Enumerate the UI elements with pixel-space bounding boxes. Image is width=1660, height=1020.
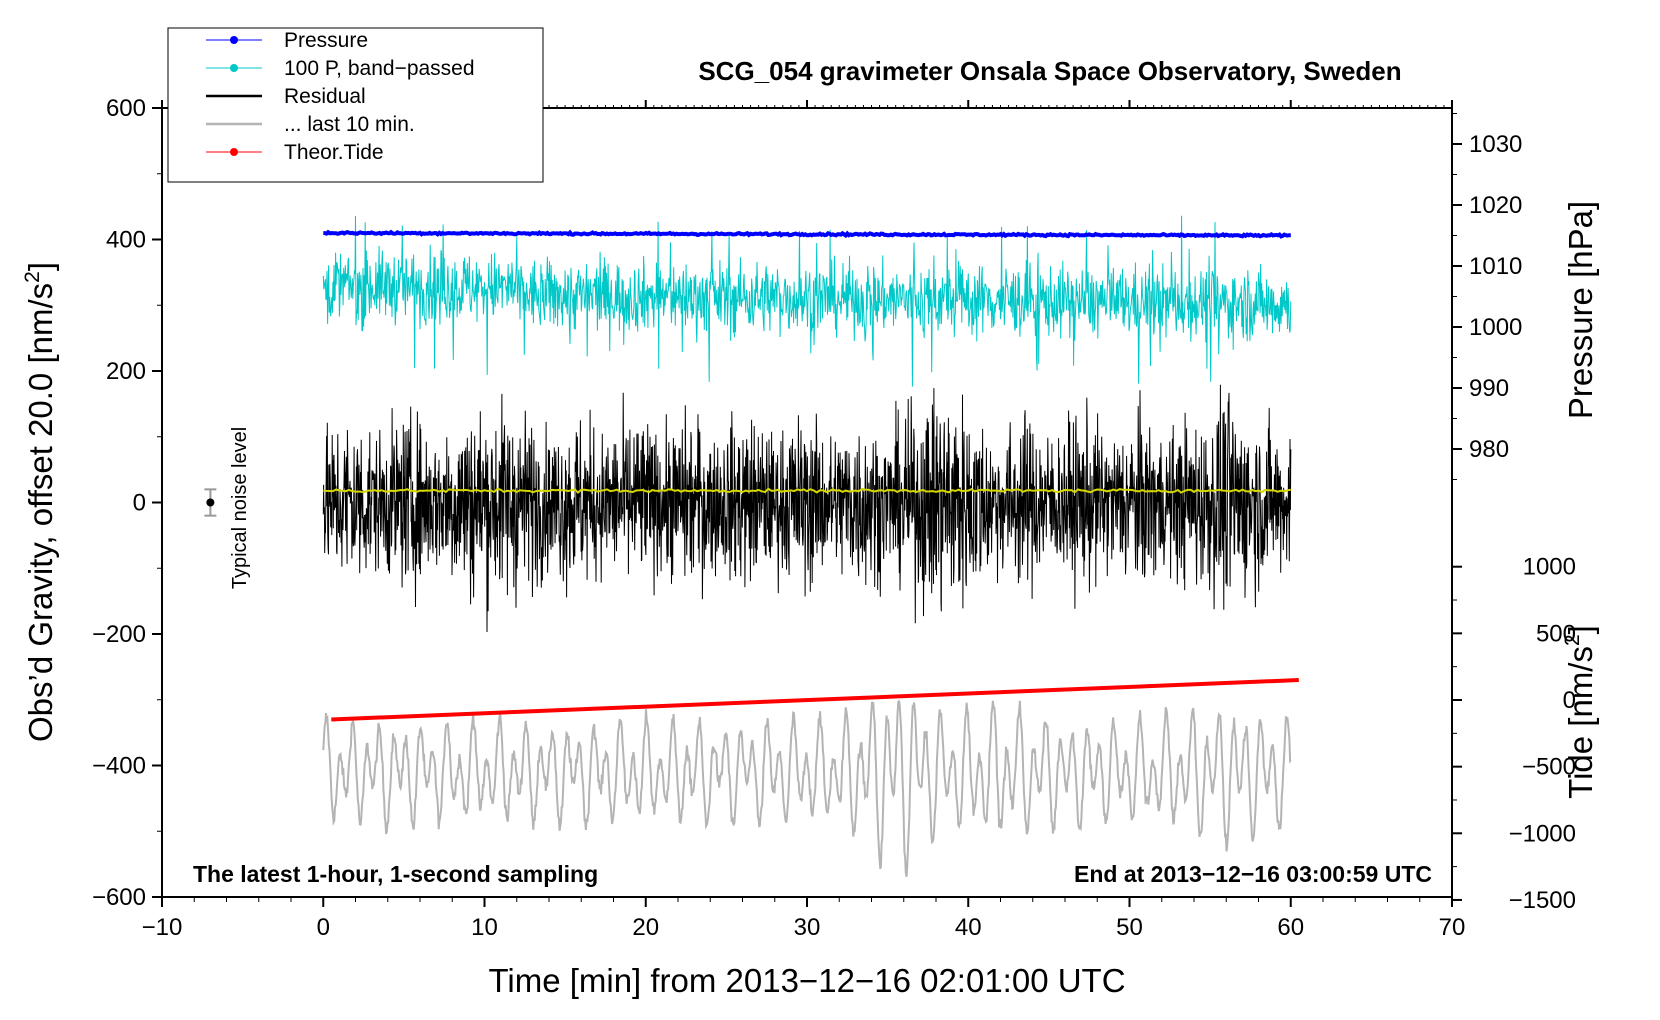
x-tick-label: 60	[1277, 914, 1304, 941]
series-layer	[322, 215, 1299, 877]
x-tick-label: 20	[632, 914, 659, 941]
y-axis-label-pressure: Pressure [hPa]	[1562, 201, 1599, 419]
legend-label: Residual	[284, 85, 366, 108]
y-tick-label: 0	[133, 490, 146, 517]
y-axis-label-left-sup: 2	[21, 271, 44, 283]
tide-tick-label: −1500	[1509, 887, 1576, 914]
x-tick-label: 50	[1116, 914, 1143, 941]
x-tick-label: 0	[317, 914, 330, 941]
note-sampling: The latest 1-hour, 1-second sampling	[193, 861, 598, 887]
series-pressure	[323, 229, 1291, 239]
legend: Pressure 100 P, band−passed Residual ... la…	[167, 27, 544, 183]
y-axis-label-left: Obs’d Gravity, offset 20.0 [nm/s2]	[21, 262, 59, 742]
pressure-tick-label: 1030	[1469, 131, 1522, 158]
note-end-time: End at 2013−12−16 03:00:59 UTC	[1074, 861, 1432, 887]
x-axis-label: Time [min] from 2013−12−16 02:01:00 UTC	[488, 962, 1125, 999]
series-residual	[322, 384, 1292, 633]
y-tick-label: 400	[106, 227, 146, 254]
tide-tick-label: −1000	[1509, 820, 1576, 847]
x-tick-label: −10	[142, 914, 183, 941]
y-axis-label-tide-end: ]	[1562, 625, 1599, 634]
legend-marker	[230, 64, 238, 72]
tide-tick-labels: −1500 −1000 −500 0 500 1000	[1509, 554, 1576, 914]
x-tick-labels: −10 0 10 20 30 40 50 60 70	[142, 914, 1466, 941]
y-axis-label-tide: Tide [nm/s2]	[1561, 625, 1599, 799]
tide-tick-label: 0	[1563, 687, 1576, 714]
legend-label: ... last 10 min.	[284, 113, 415, 136]
series-residual-mean	[323, 487, 1291, 494]
pressure-tick-labels: 980 990 1000 1010 1020 1030	[1469, 131, 1522, 463]
legend-label: Theor.Tide	[284, 141, 384, 164]
x-tick-label: 10	[471, 914, 498, 941]
pressure-tick-label: 980	[1469, 436, 1509, 463]
legend-label: Pressure	[284, 29, 368, 52]
y-tick-label: 600	[106, 95, 146, 122]
y-tick-label: 200	[106, 358, 146, 385]
y-tick-labels: −600 −400 −200 0 200 400 600	[92, 95, 146, 911]
tide-tick-label: 500	[1536, 620, 1576, 647]
y-tick-label: −400	[92, 753, 146, 780]
series-pressure-bandpassed	[322, 215, 1292, 387]
pressure-tick-label: 1020	[1469, 192, 1522, 219]
axis-ticks	[152, 100, 1462, 907]
x-tick-label: 40	[955, 914, 982, 941]
x-tick-label: 70	[1439, 914, 1466, 941]
y-axis-label-left-main: Obs’d Gravity, offset 20.0 [nm/s	[22, 283, 59, 742]
noise-level-label: Typical noise level	[229, 427, 251, 589]
y-tick-label: −200	[92, 621, 146, 648]
legend-marker	[230, 148, 238, 156]
pressure-tick-label: 990	[1469, 375, 1509, 402]
noise-dot	[206, 498, 215, 507]
chart-title: SCG_054 gravimeter Onsala Space Observat…	[698, 56, 1401, 86]
pressure-tick-label: 1010	[1469, 253, 1522, 280]
tide-tick-label: −500	[1522, 754, 1576, 781]
legend-box	[167, 27, 544, 183]
legend-label: 100 P, band−passed	[284, 57, 475, 80]
series-theoretical-tide	[331, 678, 1299, 722]
legend-entries: Pressure 100 P, band−passed Residual ... la…	[206, 29, 475, 164]
legend-marker	[230, 36, 238, 44]
noise-level-marker	[204, 488, 217, 517]
series-last-10-min	[322, 700, 1292, 877]
y-tick-label: −600	[92, 884, 146, 911]
pressure-tick-label: 1000	[1469, 314, 1522, 341]
tide-tick-label: 1000	[1523, 554, 1576, 581]
y-axis-label-tide-main: Tide [nm/s	[1562, 646, 1599, 799]
x-tick-label: 30	[794, 914, 821, 941]
y-axis-label-left-end: ]	[22, 262, 59, 271]
y-axis-label-tide-sup: 2	[1561, 634, 1584, 646]
